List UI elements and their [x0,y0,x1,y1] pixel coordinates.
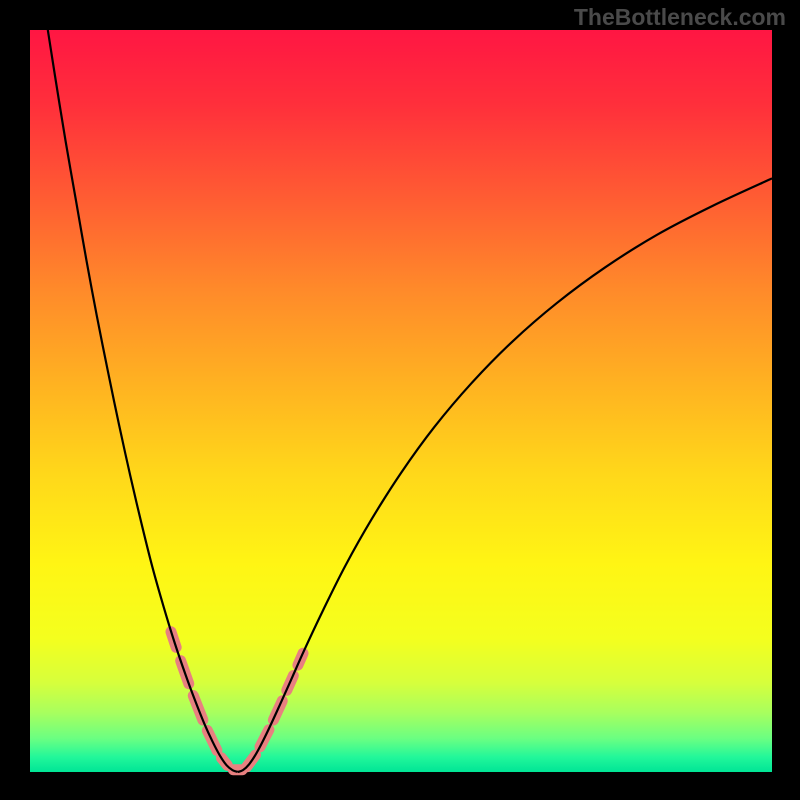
plot-area [30,30,772,772]
curve-right [238,178,772,772]
highlight-group [171,632,303,770]
watermark-text: TheBottleneck.com [574,4,786,31]
curve-left [48,30,238,772]
chart-stage: TheBottleneck.com [0,0,800,800]
curve-layer [30,30,772,772]
